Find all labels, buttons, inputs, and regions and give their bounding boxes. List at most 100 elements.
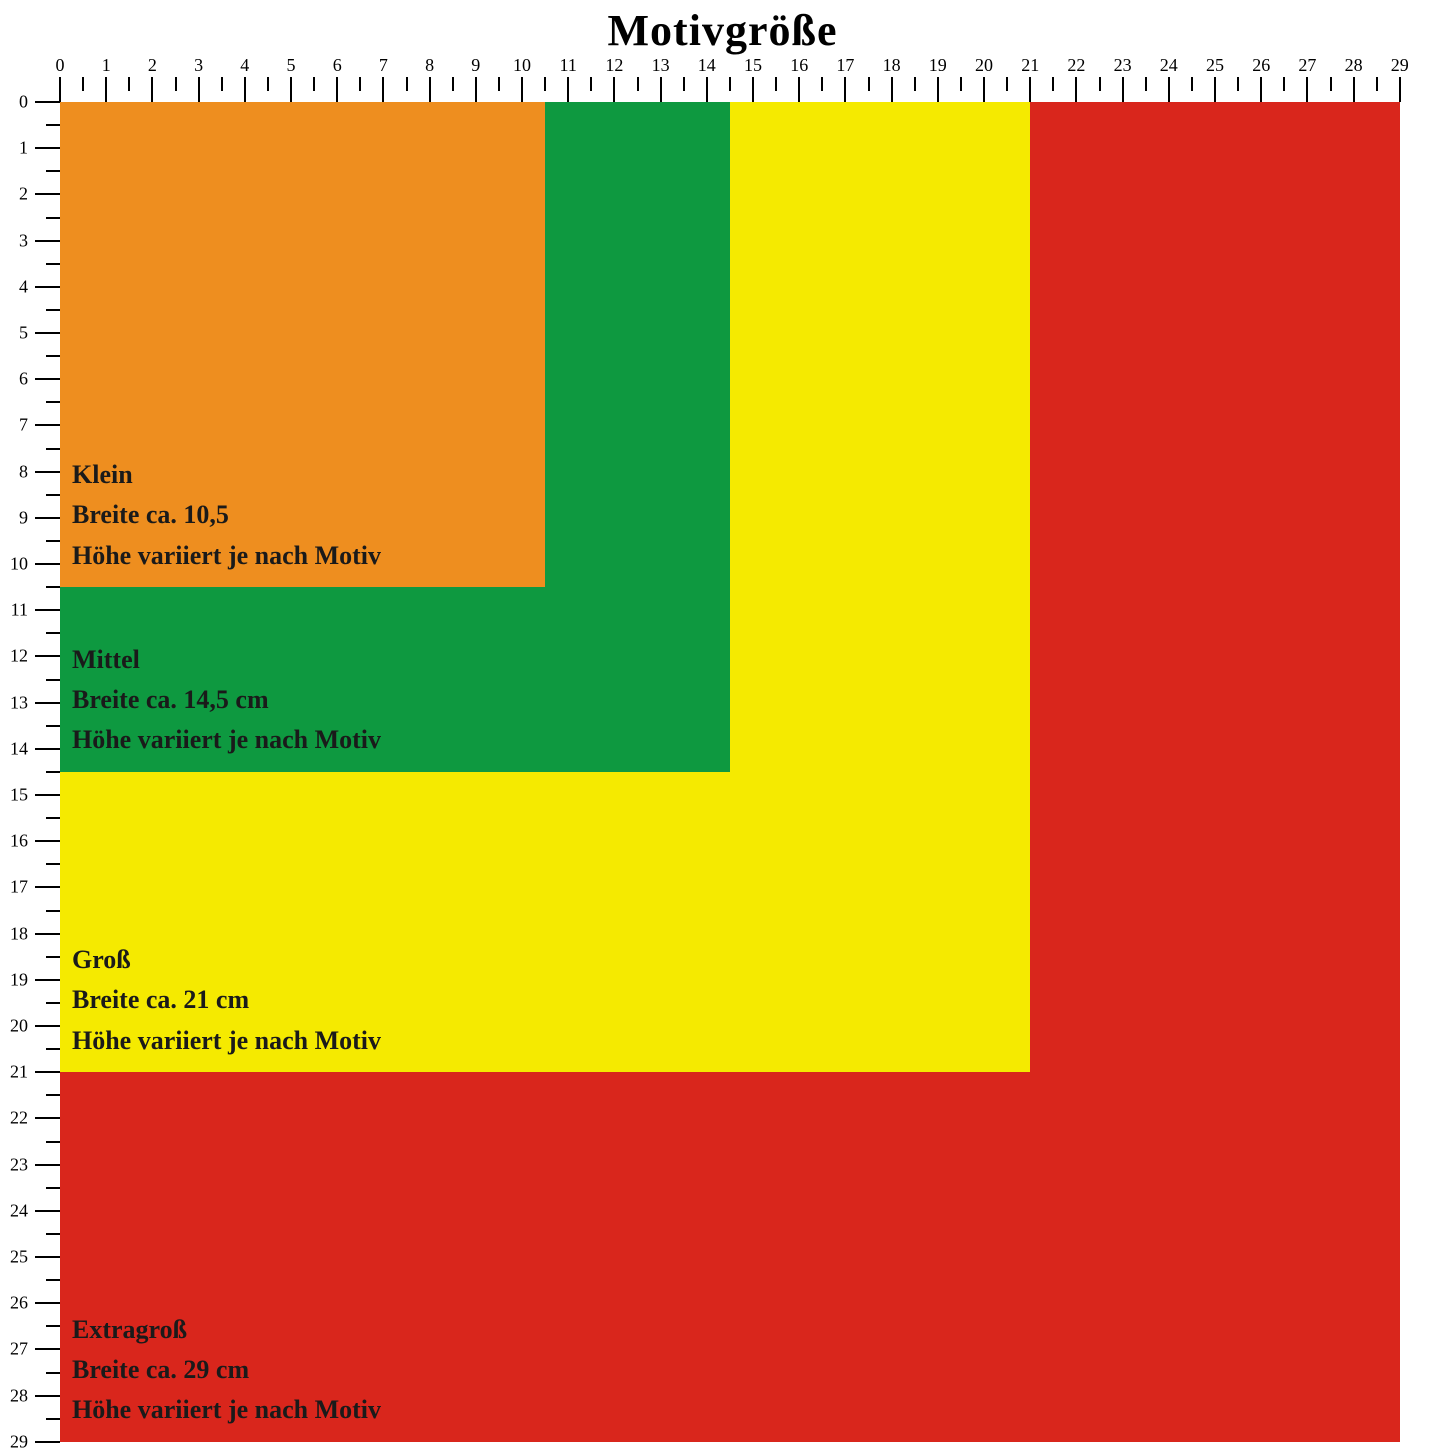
- ruler-h-minor-tick: [175, 77, 177, 91]
- ruler-v-major-tick: [35, 1025, 60, 1027]
- ruler-v-minor-tick: [46, 863, 60, 865]
- ruler-v-major-tick: [35, 378, 60, 380]
- ruler-v-minor-tick: [46, 1141, 60, 1143]
- ruler-h-minor-tick: [914, 77, 916, 91]
- ruler-vertical: 0123456789101112131415161718192021222324…: [0, 102, 60, 1442]
- ruler-v-label: 12: [10, 646, 28, 667]
- ruler-h-major-tick: [844, 77, 846, 102]
- size-label-height-note: Höhe variiert je nach Motiv: [72, 1021, 381, 1061]
- ruler-h-major-tick: [613, 77, 615, 102]
- ruler-h-minor-tick: [498, 77, 500, 91]
- size-label: MittelBreite ca. 14,5 cmHöhe variiert je…: [72, 640, 381, 761]
- size-label-name: Extragroß: [72, 1310, 381, 1350]
- ruler-v-label: 10: [10, 554, 28, 575]
- ruler-h-label: 28: [1345, 55, 1363, 76]
- size-plot: ExtragroßBreite ca. 29 cmHöhe variiert j…: [60, 102, 1400, 1442]
- ruler-h-minor-tick: [775, 77, 777, 91]
- ruler-h-major-tick: [59, 77, 61, 102]
- ruler-h-major-tick: [567, 77, 569, 102]
- ruler-h-minor-tick: [359, 77, 361, 91]
- ruler-v-label: 0: [19, 92, 28, 113]
- ruler-v-minor-tick: [46, 170, 60, 172]
- ruler-v-major-tick: [35, 609, 60, 611]
- size-label-width: Breite ca. 10,5: [72, 495, 381, 535]
- ruler-h-label: 14: [698, 55, 716, 76]
- size-label-name: Klein: [72, 455, 381, 495]
- ruler-h-minor-tick: [1237, 77, 1239, 91]
- size-label-height-note: Höhe variiert je nach Motiv: [72, 536, 381, 576]
- ruler-h-minor-tick: [1191, 77, 1193, 91]
- ruler-h-label: 25: [1206, 55, 1224, 76]
- size-label: GroßBreite ca. 21 cmHöhe variiert je nac…: [72, 940, 381, 1061]
- ruler-h-label: 4: [240, 55, 249, 76]
- ruler-v-label: 2: [19, 184, 28, 205]
- ruler-h-minor-tick: [1145, 77, 1147, 91]
- ruler-v-minor-tick: [46, 679, 60, 681]
- ruler-v-major-tick: [35, 933, 60, 935]
- ruler-h-major-tick: [1029, 77, 1031, 102]
- ruler-h-minor-tick: [406, 77, 408, 91]
- ruler-h-minor-tick: [821, 77, 823, 91]
- ruler-v-minor-tick: [46, 124, 60, 126]
- ruler-v-major-tick: [35, 424, 60, 426]
- ruler-v-minor-tick: [46, 771, 60, 773]
- ruler-v-minor-tick: [46, 1418, 60, 1420]
- ruler-h-label: 16: [790, 55, 808, 76]
- ruler-h-minor-tick: [590, 77, 592, 91]
- ruler-h-minor-tick: [1376, 77, 1378, 91]
- ruler-h-major-tick: [1353, 77, 1355, 102]
- ruler-v-label: 8: [19, 461, 28, 482]
- ruler-h-minor-tick: [221, 77, 223, 91]
- ruler-h-major-tick: [1399, 77, 1401, 102]
- ruler-h-major-tick: [937, 77, 939, 102]
- ruler-v-label: 21: [10, 1062, 28, 1083]
- ruler-v-label: 14: [10, 738, 28, 759]
- ruler-h-label: 9: [471, 55, 480, 76]
- ruler-h-major-tick: [1260, 77, 1262, 102]
- ruler-h-minor-tick: [1052, 77, 1054, 91]
- ruler-v-label: 25: [10, 1247, 28, 1268]
- ruler-h-label: 10: [513, 55, 531, 76]
- ruler-h-major-tick: [475, 77, 477, 102]
- ruler-v-minor-tick: [46, 1325, 60, 1327]
- ruler-v-minor-tick: [46, 355, 60, 357]
- ruler-h-label: 0: [56, 55, 65, 76]
- ruler-v-label: 27: [10, 1339, 28, 1360]
- ruler-v-major-tick: [35, 840, 60, 842]
- ruler-h-minor-tick: [544, 77, 546, 91]
- ruler-v-minor-tick: [46, 263, 60, 265]
- ruler-v-label: 17: [10, 877, 28, 898]
- ruler-h-label: 8: [425, 55, 434, 76]
- ruler-v-minor-tick: [46, 956, 60, 958]
- ruler-v-label: 1: [19, 138, 28, 159]
- ruler-v-label: 4: [19, 276, 28, 297]
- ruler-h-label: 23: [1114, 55, 1132, 76]
- ruler-h-major-tick: [752, 77, 754, 102]
- ruler-v-major-tick: [35, 1302, 60, 1304]
- ruler-h-major-tick: [290, 77, 292, 102]
- ruler-h-minor-tick: [683, 77, 685, 91]
- size-label-width: Breite ca. 14,5 cm: [72, 680, 381, 720]
- ruler-v-minor-tick: [46, 1279, 60, 1281]
- ruler-v-major-tick: [35, 193, 60, 195]
- ruler-v-major-tick: [35, 748, 60, 750]
- ruler-h-major-tick: [706, 77, 708, 102]
- ruler-v-label: 9: [19, 507, 28, 528]
- ruler-v-major-tick: [35, 1071, 60, 1073]
- ruler-h-minor-tick: [868, 77, 870, 91]
- ruler-v-major-tick: [35, 794, 60, 796]
- ruler-v-minor-tick: [46, 1048, 60, 1050]
- ruler-v-minor-tick: [46, 494, 60, 496]
- size-label-name: Mittel: [72, 640, 381, 680]
- size-label-width: Breite ca. 21 cm: [72, 980, 381, 1020]
- ruler-v-label: 13: [10, 692, 28, 713]
- ruler-h-minor-tick: [82, 77, 84, 91]
- ruler-h-label: 11: [560, 55, 577, 76]
- ruler-h-label: 27: [1298, 55, 1316, 76]
- ruler-h-label: 3: [194, 55, 203, 76]
- size-label-height-note: Höhe variiert je nach Motiv: [72, 720, 381, 760]
- ruler-h-minor-tick: [452, 77, 454, 91]
- ruler-v-major-tick: [35, 979, 60, 981]
- ruler-h-major-tick: [1306, 77, 1308, 102]
- ruler-h-label: 6: [333, 55, 342, 76]
